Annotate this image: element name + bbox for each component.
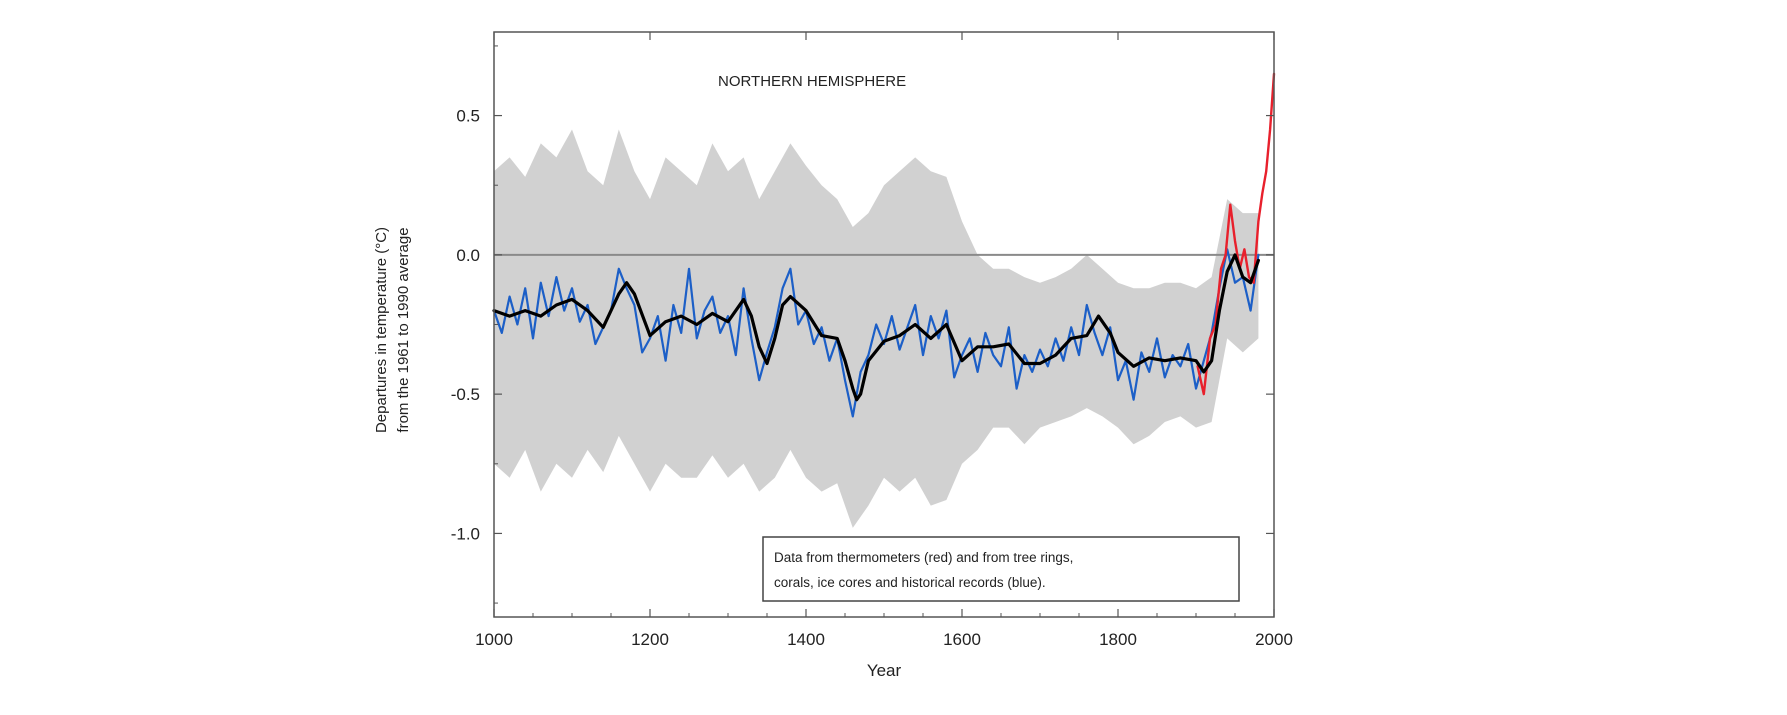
x-tick-label: 1800 — [1099, 630, 1137, 649]
x-tick-label: 1200 — [631, 630, 669, 649]
y-tick-label: -0.5 — [451, 385, 480, 404]
y-axis-label-line2: from the 1961 to 1990 average — [395, 227, 412, 432]
y-tick-label: 0.5 — [456, 107, 480, 126]
x-tick-label: 2000 — [1255, 630, 1293, 649]
legend-box — [762, 536, 1240, 602]
chart-title: NORTHERN HEMISPHERE — [718, 73, 906, 90]
proxy-series-line — [492, 248, 1260, 418]
smoothed-series-line — [492, 253, 1260, 402]
legend-line2: corals, ice cores and historical records… — [774, 575, 1046, 590]
x-tick-label: 1400 — [787, 630, 825, 649]
y-tick-label: 0.0 — [456, 246, 480, 265]
x-tick-label: 1000 — [475, 630, 513, 649]
x-tick-label: 1600 — [943, 630, 981, 649]
y-axis-label-line1: Departures in temperature (°C) — [373, 227, 390, 433]
x-axis-label: Year — [867, 661, 902, 680]
y-tick-label: -1.0 — [451, 524, 480, 543]
legend-line1: Data from thermometers (red) and from tr… — [774, 550, 1073, 565]
legend: Data from thermometers (red) and from tr… — [762, 536, 1240, 602]
axis-layer: 1000 1200 1400 1600 1800 2000 0.5 0.0 -0.5 -1.0 — [451, 32, 1293, 649]
plot-layer — [492, 72, 1276, 528]
